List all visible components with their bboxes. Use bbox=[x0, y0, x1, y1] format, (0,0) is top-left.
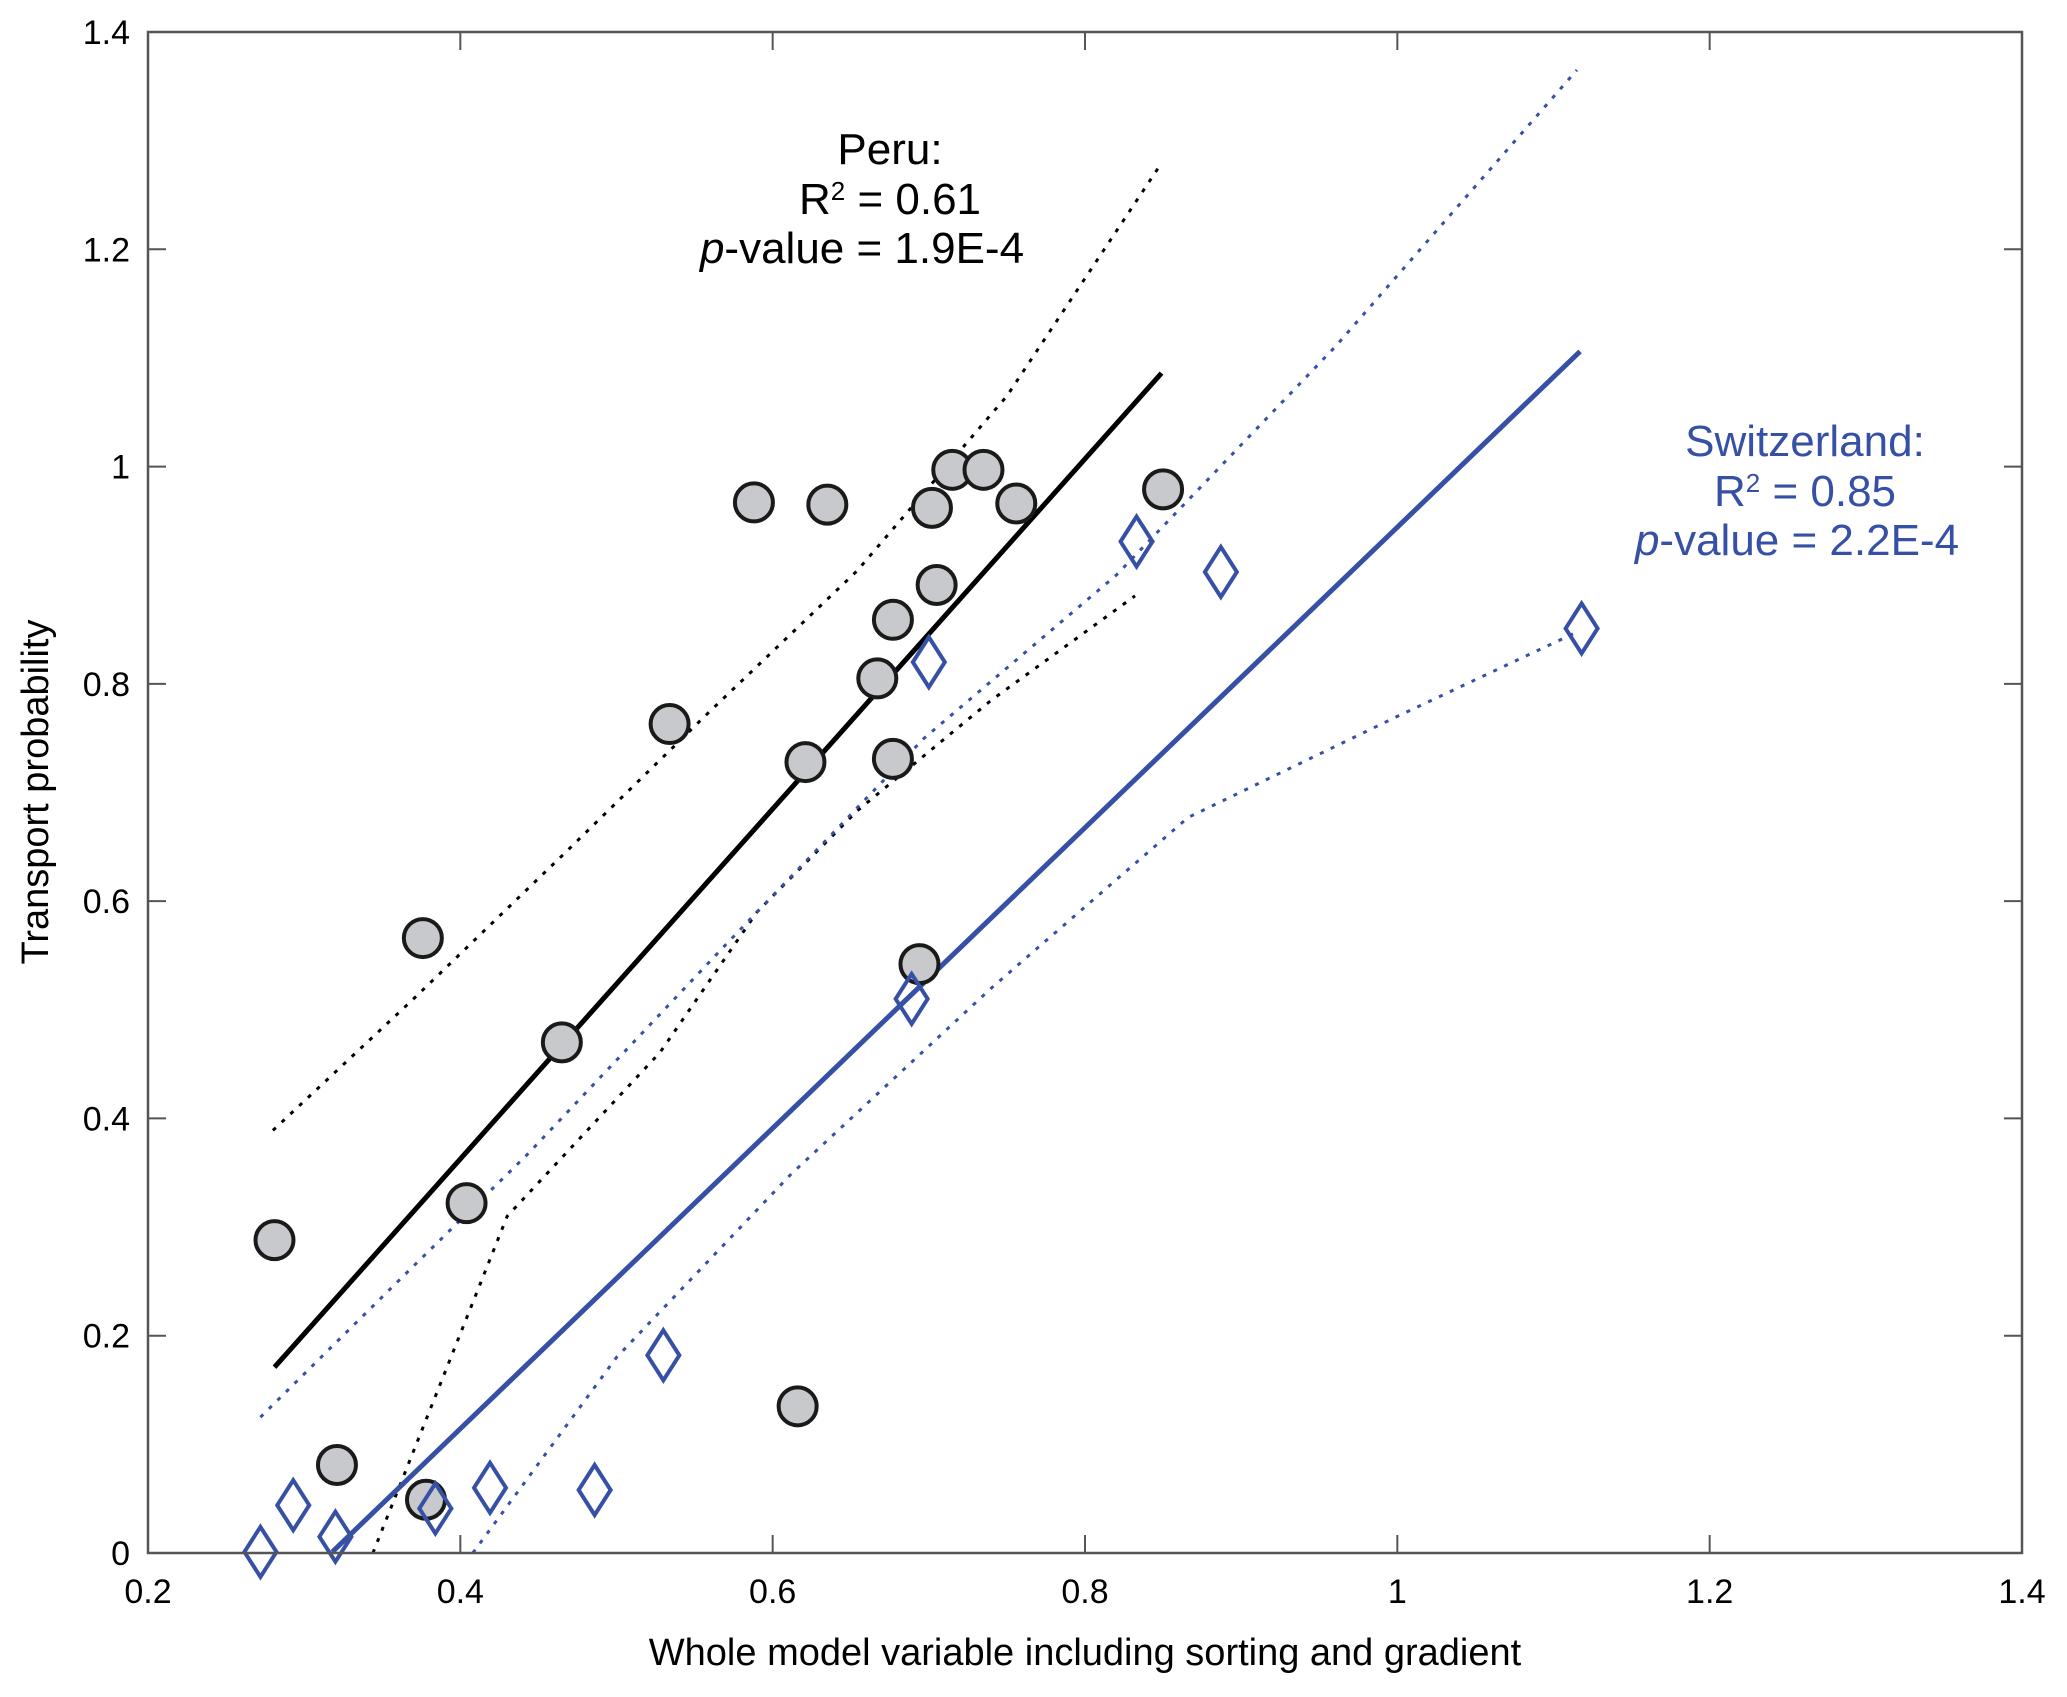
peru-title: Peru: bbox=[837, 125, 942, 174]
switzerland-point bbox=[1563, 599, 1600, 658]
switzerland-point bbox=[471, 1459, 509, 1517]
peru-point bbox=[1142, 468, 1185, 511]
switzerland-fit-line bbox=[330, 349, 1582, 1554]
peru-point bbox=[898, 943, 941, 986]
switzerland-annotation: Switzerland: R2 = 0.85 p-value = 2.2E-4 bbox=[1633, 417, 1959, 565]
fit-lines bbox=[272, 349, 1582, 1554]
peru-ci-lower bbox=[371, 594, 1136, 1554]
y-tick-label: 0.2 bbox=[83, 1318, 130, 1356]
switzerland-ci-upper bbox=[259, 69, 1579, 1419]
switzerland-point bbox=[317, 1507, 354, 1566]
peru-point bbox=[315, 1443, 358, 1486]
x-axis-label: Whole model variable including sorting a… bbox=[649, 1632, 1522, 1674]
switzerland-point bbox=[242, 1523, 279, 1581]
peru-r2: R2 = 0.61 bbox=[799, 175, 981, 224]
switzerland-point bbox=[576, 1461, 614, 1519]
confidence-intervals bbox=[259, 69, 1581, 1554]
y-tick-label: 0 bbox=[111, 1535, 130, 1573]
x-tick-label: 0.6 bbox=[749, 1573, 796, 1611]
x-tick-label: 1 bbox=[1388, 1573, 1407, 1611]
switzerland-r2: R2 = 0.85 bbox=[1714, 467, 1896, 516]
y-tick-label: 1 bbox=[111, 449, 130, 487]
peru-point bbox=[871, 598, 914, 641]
y-tick-label: 1.4 bbox=[83, 14, 130, 52]
peru-point bbox=[445, 1182, 488, 1225]
peru-point bbox=[784, 741, 827, 784]
switzerland-pvalue: p-value = 2.2E-4 bbox=[1633, 516, 1959, 565]
x-tick-label: 0.4 bbox=[437, 1573, 484, 1611]
switzerland-ci-lower bbox=[471, 629, 1581, 1554]
y-tick-label: 1.2 bbox=[83, 231, 130, 269]
peru-point bbox=[776, 1385, 819, 1428]
switzerland-point bbox=[1118, 512, 1155, 571]
y-tick-label: 0.8 bbox=[83, 666, 130, 704]
y-tick-label: 0.6 bbox=[83, 883, 130, 921]
peru-point bbox=[871, 737, 914, 780]
switzerland-point bbox=[416, 1479, 454, 1538]
peru-fit-line bbox=[272, 371, 1164, 1369]
x-tick-label: 0.8 bbox=[1061, 1573, 1108, 1611]
peru-annotation: Peru: R2 = 0.61 p-value = 1.9E-4 bbox=[698, 125, 1024, 273]
peru-ci-upper bbox=[271, 166, 1160, 1132]
switzerland-point bbox=[893, 970, 931, 1028]
peru-point bbox=[540, 1021, 583, 1064]
peru-point bbox=[910, 486, 953, 529]
peru-point bbox=[732, 481, 775, 524]
plot-frame bbox=[146, 30, 2024, 1555]
switzerland-point bbox=[644, 1326, 682, 1384]
peru-point bbox=[401, 917, 444, 960]
switzerland-point bbox=[1202, 543, 1240, 601]
peru-point bbox=[856, 657, 899, 700]
switzerland-title: Switzerland: bbox=[1685, 417, 1925, 466]
x-tick-label: 1.4 bbox=[1998, 1573, 2045, 1611]
peru-pvalue: p-value = 1.9E-4 bbox=[698, 224, 1024, 273]
peru-point bbox=[253, 1219, 296, 1262]
peru-point bbox=[962, 448, 1005, 491]
peru-point bbox=[995, 482, 1038, 525]
peru-point bbox=[915, 563, 958, 606]
axis-ticks: 0.2 0.4 0.6 0.8 1 1.2 1.400.20.40.60.811.21.4 bbox=[83, 14, 2046, 1611]
switzerland-point bbox=[274, 1476, 312, 1534]
peru-point bbox=[648, 703, 691, 746]
x-tick-label: 0.2 bbox=[124, 1573, 171, 1611]
y-axis-label: Transport probability bbox=[15, 620, 57, 965]
switzerland-point bbox=[910, 633, 948, 691]
y-tick-label: 0.4 bbox=[83, 1100, 130, 1138]
data-points bbox=[242, 448, 1600, 1581]
peru-point bbox=[806, 483, 849, 526]
x-tick-label: 1.2 bbox=[1686, 1573, 1733, 1611]
